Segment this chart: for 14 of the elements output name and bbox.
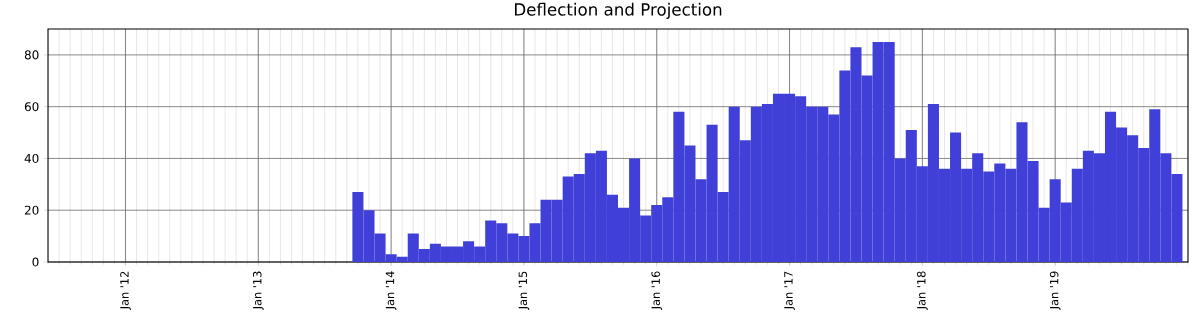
- y-tick-label: 20: [24, 205, 39, 215]
- x-tick-label: Jan '16: [651, 271, 663, 310]
- x-tick-label: Jan '12: [120, 271, 131, 310]
- y-tick-label: 60: [24, 102, 39, 112]
- x-tick-label: Jan '19: [1049, 271, 1061, 310]
- x-tick-label: Jan '18: [917, 271, 928, 310]
- y-tick-label: 0: [32, 257, 39, 267]
- chart-title: Deflection and Projection: [514, 2, 722, 19]
- x-tick-label: Jan '14: [385, 271, 397, 310]
- y-tick-label: 40: [24, 153, 39, 163]
- x-tick-label: Jan '17: [784, 271, 795, 310]
- y-tick-label: 80: [24, 50, 39, 60]
- x-tick-label: Jan '13: [252, 271, 264, 310]
- x-tick-label: Jan '15: [518, 271, 530, 310]
